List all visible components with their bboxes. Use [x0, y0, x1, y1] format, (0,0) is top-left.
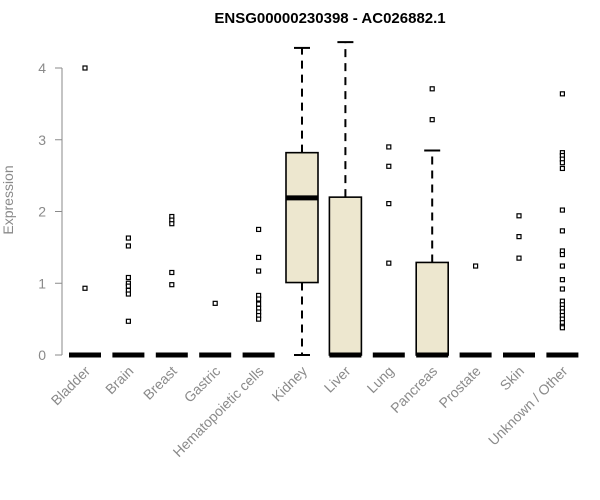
outlier-point — [82, 65, 88, 71]
y-tick-label: 2 — [38, 204, 46, 220]
outlier-point — [125, 274, 132, 281]
y-tick-label: 1 — [38, 275, 46, 291]
box-group — [155, 213, 188, 358]
outlier-point — [429, 117, 435, 123]
outlier-point — [125, 318, 132, 324]
box-group — [328, 41, 363, 358]
box-group — [242, 226, 275, 358]
box-iqr — [415, 261, 450, 356]
x-category-label: Gastric — [181, 363, 224, 406]
outlier-point — [169, 221, 175, 227]
outlier-point — [386, 260, 392, 266]
outlier-point — [559, 160, 566, 166]
x-category-label: Liver — [321, 363, 354, 396]
outlier-point — [559, 251, 566, 258]
box-iqr — [285, 151, 319, 284]
outlier-point — [473, 263, 479, 269]
outlier-point — [516, 255, 522, 261]
outlier-point — [256, 226, 262, 233]
x-category-label: Skin — [497, 363, 528, 394]
outlier-point — [125, 283, 132, 289]
outlier-point — [386, 163, 392, 169]
x-category-label: Lung — [364, 363, 397, 396]
x-category-label: Brain — [102, 363, 136, 397]
outlier-point — [125, 243, 132, 249]
outlier-point — [559, 207, 566, 213]
y-axis: 0 1 2 3 4 — [38, 60, 63, 363]
box-group — [459, 263, 492, 358]
outlier-point — [559, 228, 566, 234]
box-layer — [69, 41, 579, 358]
box-group — [285, 46, 319, 356]
outlier-point — [559, 277, 566, 283]
outlier-point — [559, 165, 566, 172]
outlier-point — [169, 282, 175, 288]
y-tick-label: 0 — [38, 347, 46, 363]
x-category-label: Pancreas — [387, 363, 440, 416]
x-category-label: Breast — [140, 363, 180, 403]
box-group — [69, 65, 101, 358]
outlier-point — [386, 144, 392, 150]
outlier-point — [256, 301, 262, 307]
outlier-point — [256, 296, 262, 302]
x-category-label: Unknown / Other — [485, 363, 571, 449]
outlier-point — [212, 300, 218, 306]
outlier-point — [256, 268, 262, 274]
outlier-point — [169, 269, 175, 276]
x-category-label: Bladder — [48, 363, 94, 409]
outlier-point — [125, 291, 132, 297]
box-iqr — [328, 196, 363, 356]
box-group — [372, 144, 405, 358]
y-tick-label: 3 — [38, 132, 46, 148]
outlier-point — [559, 325, 566, 331]
outlier-point — [516, 213, 522, 219]
x-category-label: Kidney — [269, 363, 311, 405]
box-group — [546, 91, 579, 358]
y-axis-label: Expression — [0, 165, 16, 234]
box-group — [415, 86, 450, 358]
outlier-point — [82, 285, 88, 291]
box-group — [112, 235, 145, 358]
y-tick-label: 4 — [38, 60, 46, 76]
outlier-point — [256, 254, 262, 261]
chart-title: ENSG00000230398 - AC026882.1 — [214, 10, 445, 27]
box-group — [503, 213, 535, 358]
outlier-point — [386, 201, 392, 207]
outlier-point — [559, 286, 566, 292]
outlier-point — [429, 86, 435, 92]
outlier-point — [125, 235, 132, 241]
outlier-point — [559, 91, 566, 97]
outlier-point — [256, 316, 262, 322]
x-category-label: Prostate — [436, 363, 484, 411]
box-group — [199, 300, 232, 358]
outlier-point — [559, 263, 566, 269]
outlier-point — [516, 234, 522, 240]
